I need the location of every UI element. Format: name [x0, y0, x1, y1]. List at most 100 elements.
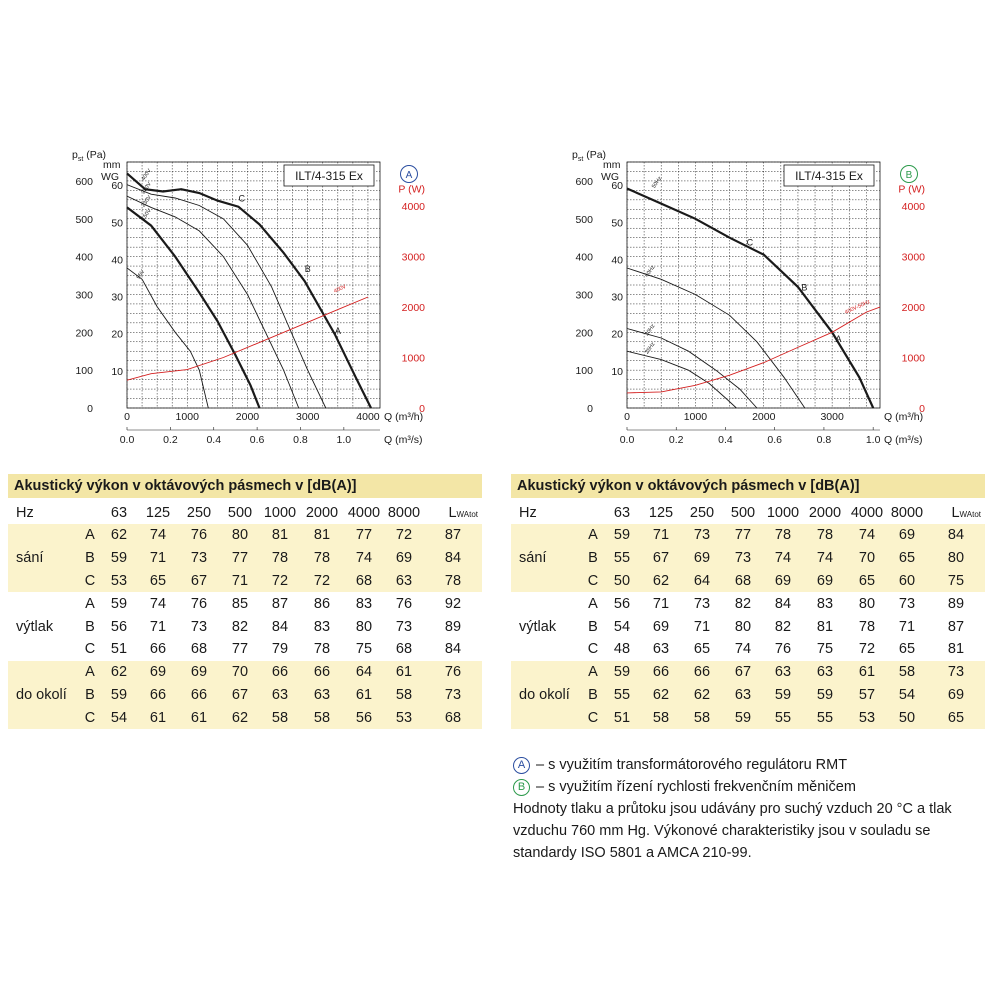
table-cell: 73: [693, 595, 711, 612]
table-cell: 56: [110, 618, 128, 635]
table-cell: 77: [220, 546, 260, 570]
table-cell: 58: [300, 706, 344, 730]
table-cell: 82: [734, 595, 752, 612]
table-row: C 51 66 68 77 79 78 75 68 84: [8, 638, 482, 661]
acoustic-table-a: Akustický výkon v oktávových pásmech v […: [8, 474, 482, 730]
table-cell: 65: [847, 569, 887, 593]
table-row: B 55 67 69 73 74 74 70 65 80: [511, 546, 985, 570]
table-cell: 69: [384, 546, 424, 570]
table-cell: 66: [149, 641, 167, 658]
table-cell: 80: [927, 546, 985, 570]
row-label: B: [583, 683, 603, 707]
y-w-tick-label: 1000: [902, 353, 926, 365]
table-cell: 59: [723, 706, 763, 730]
table-cell: 77: [231, 641, 249, 658]
table-cell: 89: [444, 618, 462, 635]
table-cell: 72: [384, 524, 424, 547]
table-cell: 69: [927, 683, 985, 707]
badge-label: B: [906, 170, 913, 181]
note-paragraph: Hodnoty tlaku a průtoku jsou udávány pro…: [513, 801, 952, 861]
x-bottom-tick-label: 0.8: [293, 434, 308, 446]
table-cell: 69: [887, 524, 927, 547]
table-cell: 84: [774, 595, 792, 612]
frequency-header: 1000: [766, 504, 800, 521]
row-label: A: [85, 595, 95, 612]
table-cell: 67: [178, 569, 220, 593]
frequency-header: 500: [730, 504, 756, 521]
pressure-curve-30hz: [626, 328, 758, 409]
y-mm-title: WG: [601, 171, 619, 183]
header-row: Hz 63 125 250 500 1000 2000 4000 8000 LWAtot: [8, 501, 482, 524]
row-label: A: [588, 595, 598, 612]
table-cell: 58: [384, 683, 424, 707]
table-cell: 78: [260, 546, 300, 570]
badge-a-icon: A: [513, 757, 530, 774]
table-cell: 62: [220, 706, 260, 730]
x-top-tick-label: 3000: [820, 411, 844, 423]
table-cell: 71: [149, 618, 167, 635]
y-w-tick-label: 4000: [902, 201, 926, 213]
frequency-header: 250: [186, 504, 212, 521]
table-cell: 69: [138, 660, 178, 684]
note-a-text: – s využitím transformátorového reguláto…: [536, 757, 848, 773]
table-cell: 75: [927, 569, 985, 593]
table-cell: 76: [178, 524, 220, 547]
series-label: 30Hz: [644, 323, 656, 337]
table-cell: 83: [313, 618, 331, 635]
table-cell: 83: [355, 595, 373, 612]
table-row: výtlak A 56 71 73 82 84 83 80 73 89: [511, 592, 985, 635]
y-pa-tick-label: 400: [75, 252, 93, 264]
table-cell: 80: [858, 595, 876, 612]
spacer-cell: [80, 501, 100, 524]
y-w-tick-label: 4000: [402, 201, 426, 213]
table-cell: 73: [927, 660, 985, 684]
table-cell: 48: [613, 641, 631, 658]
x-bottom-title: Q (m³/s): [884, 434, 923, 446]
table-cell: 87: [947, 618, 965, 635]
table-cell: 66: [138, 683, 178, 707]
badge-icon: [900, 165, 918, 183]
row-label: B: [583, 546, 603, 570]
table-row: C 50 62 64 68 69 69 65 60 75: [511, 569, 985, 593]
y-w-tick-label: 3000: [902, 252, 926, 264]
table-cell: 78: [763, 524, 803, 547]
row-label: B: [80, 546, 100, 570]
table-cell: 92: [444, 595, 462, 612]
table-cell: 74: [734, 641, 752, 658]
table-cell: 59: [803, 683, 847, 707]
table-cell: 68: [723, 569, 763, 593]
power-series-label: 400V: [333, 284, 347, 295]
table-cell: 84: [424, 546, 482, 570]
frequency-header: 125: [145, 504, 171, 521]
table-cell: 73: [395, 618, 413, 635]
x-bottom-title: Q (m³/s): [384, 434, 423, 446]
model-label-box: [783, 164, 875, 187]
table-row: sání A 59 71 73 77 78 78 74 69 84: [511, 524, 985, 593]
x-bottom-tick-label: 0.8: [817, 434, 832, 446]
table-cell: 73: [723, 546, 763, 570]
table-cell: 84: [927, 524, 985, 547]
x-top-tick-label: 2000: [236, 411, 260, 423]
notes: A – s využitím transformátorového regulá…: [513, 754, 983, 864]
row-label: C: [80, 706, 100, 730]
table-cell: 78: [803, 524, 847, 547]
table-cell: 74: [344, 546, 384, 570]
badge-b-icon: B: [513, 779, 530, 796]
group-label: do okolí: [8, 660, 80, 730]
table-cell: 63: [723, 683, 763, 707]
table-row: C 54 61 61 62 58 58 56 53 68: [8, 706, 482, 730]
x-bottom-tick-label: 0.6: [250, 434, 265, 446]
y-w-tick-label: 0: [419, 403, 425, 415]
table-cell: 62: [641, 569, 681, 593]
table-cell: 71: [220, 569, 260, 593]
y-mm-tick-label: 20: [611, 329, 623, 341]
table-cell: 69: [763, 569, 803, 593]
pressure-curve-230v: [126, 195, 300, 409]
table-cell: 68: [190, 641, 208, 658]
table-cell: 71: [641, 524, 681, 547]
row-label: C: [80, 569, 100, 593]
table-cell: 62: [641, 683, 681, 707]
table-cell: 70: [847, 546, 887, 570]
operating-point-label: A: [836, 334, 842, 344]
